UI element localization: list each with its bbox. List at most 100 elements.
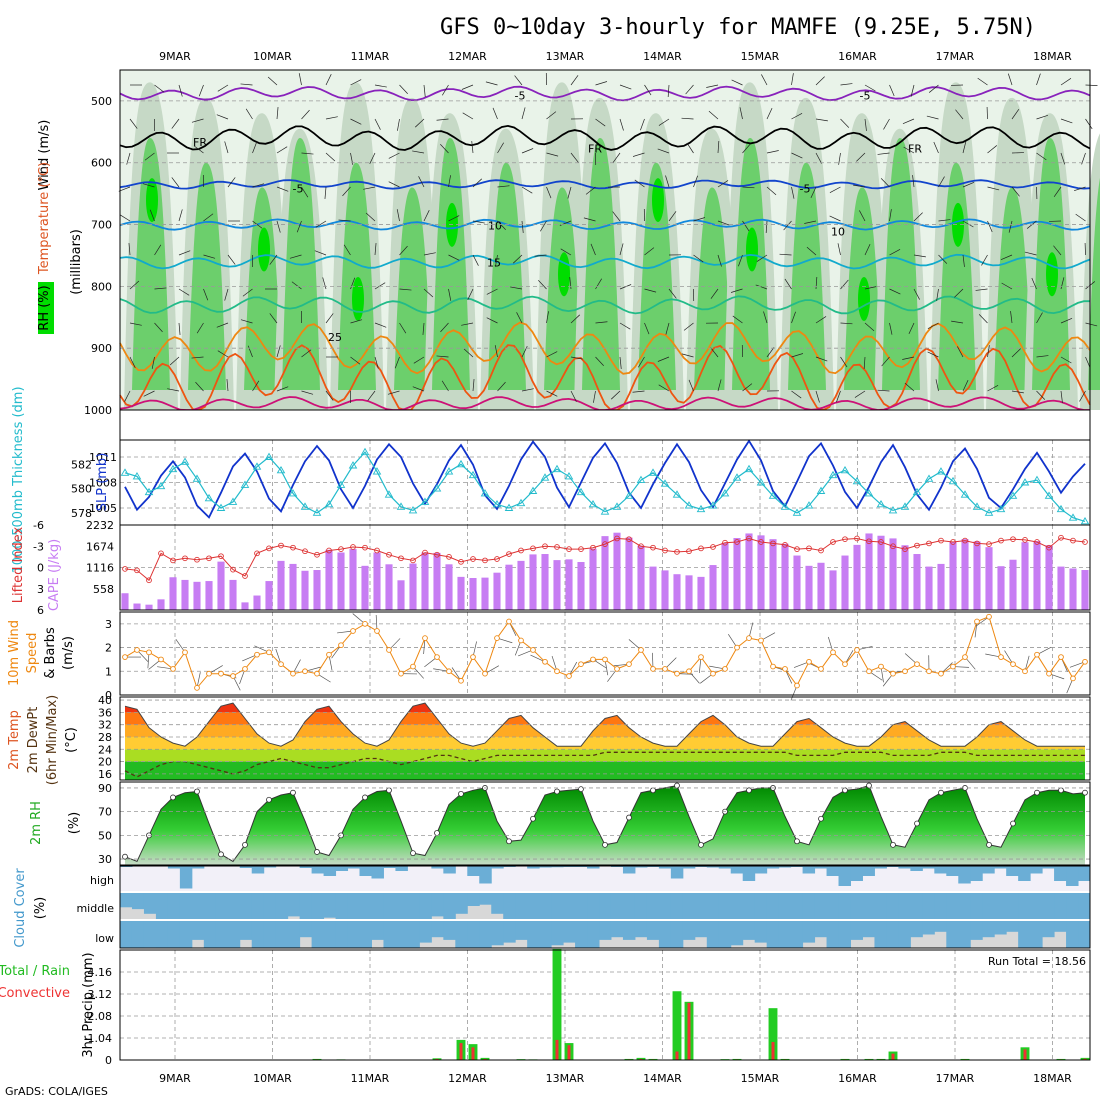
cape-bar [853,544,861,610]
wind-barb [583,217,596,222]
rh-point [746,787,752,794]
ylabel-temp-part: 2m DewPt [26,707,41,774]
cloud-bar [527,893,540,919]
li-point [1058,534,1064,541]
wind-barb [693,175,698,188]
li-point [494,556,500,562]
wind-barb [829,186,841,193]
wind-barb [216,114,229,120]
cape-bar [721,542,729,610]
wind-barb [619,243,624,256]
cloud-bar [922,866,935,869]
wind-barb [1036,114,1049,120]
cloud-bar [754,893,768,919]
panel-frame [119,949,1091,1061]
cloud-bar [239,893,253,919]
cloud-bar [886,921,899,948]
wind-barb [908,322,915,335]
li-point [506,551,512,557]
cloud-bar [371,866,384,879]
li-point [230,566,236,573]
li-point [794,546,800,552]
wind-barb [276,186,289,192]
cloud-bar [754,866,768,874]
thickness-point [120,468,130,476]
rh-legend-swatch [38,282,54,334]
cloud-bar [958,921,971,948]
wind-barb [928,84,939,93]
cloud-bar [1054,921,1067,932]
rh-area-dark [558,252,570,297]
wind-point [470,654,476,660]
wind-barb [955,109,964,120]
wind-barb [730,288,743,293]
cloud-bar [694,893,708,919]
wind-barb [1085,322,1098,327]
cloud-bar [1006,866,1019,876]
cape-bar [1057,566,1065,610]
wind-point [938,670,944,677]
wind-point [542,658,548,665]
cloud-bar [479,893,492,905]
cloud-bar [1078,921,1091,948]
ylabel-temp-part: 2m Temp [7,710,22,770]
wind-barb [396,209,400,222]
wind-point [134,647,140,653]
wind-barb [877,152,890,155]
cloud-bar [179,893,193,919]
wind-barb [436,118,449,121]
cloud-bar [694,921,708,938]
li-point [218,553,224,560]
wind-barb [739,107,743,120]
wind-barb [840,279,849,290]
li-point [830,539,836,545]
thickness-point [132,472,142,480]
wind-barb [761,74,768,86]
isotherm-label: 25 [328,331,342,344]
thickness-point [228,497,238,505]
rh-point [1082,789,1088,796]
wind-tick: 0 [105,689,112,702]
thickness-point [1044,491,1054,499]
rh-area-mid [882,138,920,390]
thickness-point [324,499,334,508]
cape-bar [169,577,177,610]
ylabel-temp-part: (6hr Min/Max) [45,695,60,785]
wind-barb [269,254,278,265]
wind-barb [252,380,260,392]
cloud-bar [1078,866,1091,881]
wind-barb [412,150,425,154]
wind-barb [242,288,253,297]
li-point [806,545,812,552]
ylabel-wind-part: Speed [25,633,40,674]
temp-band [125,749,1085,762]
cloud-bar [838,921,851,948]
cloud-bar [323,921,337,948]
cloud-bar [1006,893,1019,919]
wind-barb [350,118,362,125]
li-point [614,535,620,542]
wind-barb [938,176,945,188]
temp-band [125,703,1085,713]
cape-bar [241,602,249,610]
wind-barb [938,254,948,264]
wind-barb [497,185,510,188]
wind-barb [610,390,621,400]
wind-barb [910,84,915,97]
wind-barb [374,282,386,290]
isotherm-label: FR [908,142,922,155]
wind-point [566,673,572,679]
cape-bar [193,581,201,610]
cloud-bar [730,893,744,919]
dewpoint-line [124,751,1085,778]
thickness-point [792,508,802,516]
cloud-bar [982,866,995,874]
wind-barb [791,390,802,399]
wind-barb [534,254,547,257]
cape-bar [337,552,345,610]
cape-bar [769,539,777,610]
wind-point [362,621,368,627]
wind-barb [538,279,547,290]
wind-barb [216,322,229,328]
wind-barb [987,220,993,233]
